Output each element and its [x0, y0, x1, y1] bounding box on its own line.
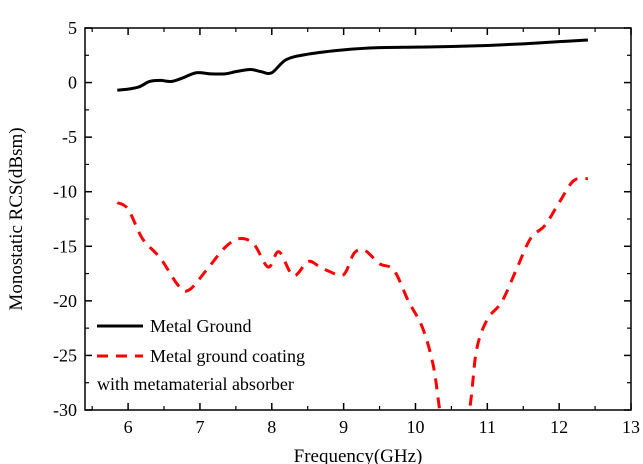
series-line-metal-ground — [117, 38, 588, 92]
legend-label-metal-ground: Metal Ground — [150, 316, 251, 336]
series-line-metal-ground-coating — [116, 176, 589, 410]
y-tick-label: 0 — [68, 73, 77, 93]
y-tick-label: -10 — [53, 182, 77, 202]
x-tick-label: 12 — [550, 417, 568, 437]
y-tick-label: -25 — [53, 345, 77, 365]
x-tick-label: 8 — [267, 417, 276, 437]
legend-note: with metamaterial absorber — [97, 374, 294, 394]
x-tick-label: 11 — [479, 417, 496, 437]
x-tick-label: 13 — [622, 417, 640, 437]
y-tick-label: -5 — [62, 127, 77, 147]
y-axis-title: Monostatic RCS(dBsm) — [6, 127, 27, 310]
legend-label-metal-ground-coating: Metal ground coating — [150, 346, 305, 366]
y-tick-label: -15 — [53, 236, 77, 256]
x-tick-label: 10 — [406, 417, 424, 437]
y-tick-label: 5 — [68, 18, 77, 38]
y-tick-label: -20 — [53, 291, 77, 311]
x-tick-label: 6 — [124, 417, 133, 437]
axes: 6 7 8 9 10 11 12 13 5 0 -5 -10 -15 -20 -25 -30 — [53, 18, 640, 437]
legend: Metal Ground Metal ground coating with m… — [97, 316, 305, 394]
x-tick-label: 9 — [339, 417, 348, 437]
series-layer — [116, 38, 589, 410]
y-tick-label: -30 — [53, 400, 77, 420]
x-tick-label: 7 — [195, 417, 204, 437]
x-axis-title: Frequency(GHz) — [294, 446, 423, 464]
